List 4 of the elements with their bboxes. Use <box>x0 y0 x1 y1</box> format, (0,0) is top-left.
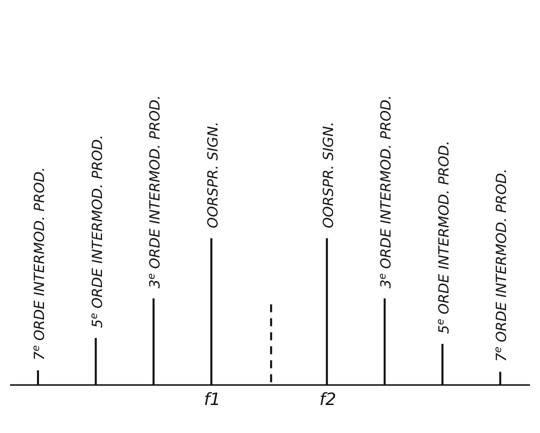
text: OORSPR. SIGN. <box>320 122 337 228</box>
text: OORSPR. SIGN. <box>205 122 222 228</box>
x-tick-label: f2 <box>319 390 336 410</box>
x-tick-label: f1 <box>204 390 221 410</box>
